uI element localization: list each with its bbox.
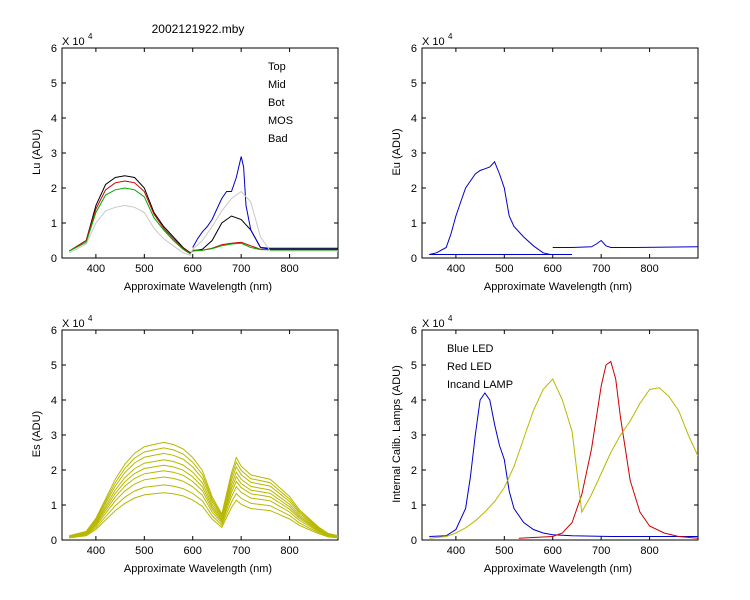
lu-exponent-power: 4 xyxy=(88,32,93,41)
lu-ytick-label: 6 xyxy=(51,43,57,55)
chart-lu: Approximate Wavelength (nm) Lu (ADU) X 1… xyxy=(31,32,272,293)
es-series-es xyxy=(69,459,338,537)
eu-ytick-label: 6 xyxy=(411,43,417,55)
eu-series-eu-red xyxy=(552,239,698,248)
eu-exponent-prefix: X 10 xyxy=(422,36,445,48)
lu-ytick-label: 1 xyxy=(51,218,57,230)
eu-ytick-label: 3 xyxy=(411,148,417,160)
lu-legend-item: Top xyxy=(268,61,286,73)
lu-legend-item: Mid xyxy=(268,79,286,91)
eu-xtick-label: 500 xyxy=(495,263,513,275)
lamps-ylabel: Internal Calib. Lamps (ADU) xyxy=(391,365,403,503)
lu-ylabel: Lu (ADU) xyxy=(31,129,43,175)
lu-ytick-label: 2 xyxy=(51,183,57,195)
es-series-es xyxy=(69,492,338,539)
eu-series-eu xyxy=(429,160,551,255)
lu-legend-item: Bad xyxy=(268,133,288,145)
es-series-es xyxy=(69,447,338,537)
es-ytick-label: 5 xyxy=(51,360,57,372)
lamps-xlabel: Approximate Wavelength (nm) xyxy=(484,563,632,575)
es-xtick-label: 500 xyxy=(135,545,153,557)
chart-es: Approximate Wavelength (nm) Es (ADU) X 1… xyxy=(31,314,272,575)
es-series-es xyxy=(69,441,338,537)
eu-ytick-label: 0 xyxy=(411,253,417,265)
eu-xlabel: Approximate Wavelength (nm) xyxy=(484,281,632,293)
lamps-legend-item: Incand LAMP xyxy=(447,379,513,391)
lu-exponent-prefix: X 10 xyxy=(62,36,85,48)
lamps-xtick-label: 600 xyxy=(544,545,562,557)
lamps-ytick-label: 4 xyxy=(411,395,417,407)
lamps-exponent-power: 4 xyxy=(448,314,453,323)
chart-lamps: Approximate Wavelength (nm) Internal Cal… xyxy=(391,314,632,575)
es-xtick-label: 400 xyxy=(87,545,105,557)
lamps-xtick-label: 500 xyxy=(495,545,513,557)
eu-ytick-label: 1 xyxy=(411,218,417,230)
es-ylabel: Es (ADU) xyxy=(31,411,43,457)
lu-legend-item: Bot xyxy=(268,97,285,109)
eu-ylabel: Eu (ADU) xyxy=(391,128,403,175)
lu-xtick-label: 500 xyxy=(135,263,153,275)
lu-plot-frame xyxy=(61,47,339,259)
eu-xtick-label: 400 xyxy=(447,263,465,275)
es-exponent-prefix: X 10 xyxy=(62,318,85,330)
es-ytick-label: 1 xyxy=(51,500,57,512)
lamps-ytick-label: 6 xyxy=(411,325,417,337)
chart-eu: Approximate Wavelength (nm) Eu (ADU) X 1… xyxy=(391,32,632,293)
lamps-legend-item: Red LED xyxy=(447,361,492,373)
es-xtick-label: 800 xyxy=(280,545,298,557)
es-ytick-label: 3 xyxy=(51,430,57,442)
es-series-es xyxy=(69,484,338,538)
lamps-ytick-label: 2 xyxy=(411,465,417,477)
lu-series-top xyxy=(69,175,338,254)
lu-xtick-label: 400 xyxy=(87,263,105,275)
figure-title: 2002121922.mby xyxy=(152,22,245,36)
es-ytick-label: 6 xyxy=(51,325,57,337)
lu-xtick-label: 600 xyxy=(184,263,202,275)
es-xlabel: Approximate Wavelength (nm) xyxy=(124,563,272,575)
lu-xtick-label: 800 xyxy=(280,263,298,275)
eu-xtick-label: 600 xyxy=(544,263,562,275)
lamps-ytick-label: 3 xyxy=(411,430,417,442)
eu-exponent-power: 4 xyxy=(448,32,453,41)
lu-ytick-label: 0 xyxy=(51,253,57,265)
lu-series-mid xyxy=(69,180,338,255)
eu-xtick-label: 800 xyxy=(640,263,658,275)
lamps-xtick-label: 400 xyxy=(447,545,465,557)
lamps-ytick-label: 1 xyxy=(411,500,417,512)
lamps-exponent-prefix: X 10 xyxy=(422,318,445,330)
es-series-es xyxy=(69,476,338,538)
lamps-series-red-led xyxy=(518,360,698,539)
eu-xtick-label: 700 xyxy=(592,263,610,275)
lamps-ytick-label: 5 xyxy=(411,360,417,372)
lu-series-bad xyxy=(69,190,338,256)
eu-ytick-label: 4 xyxy=(411,113,417,125)
lu-ytick-label: 3 xyxy=(51,148,57,160)
lu-ytick-label: 5 xyxy=(51,78,57,90)
lu-legend-item: MOS xyxy=(268,115,293,127)
lu-xtick-label: 700 xyxy=(232,263,250,275)
es-exponent-power: 4 xyxy=(88,314,93,323)
lamps-legend-item: Blue LED xyxy=(447,343,494,355)
eu-ytick-label: 2 xyxy=(411,183,417,195)
lu-series-mos xyxy=(192,156,338,250)
es-ytick-label: 2 xyxy=(51,465,57,477)
lamps-series-incand-lamp xyxy=(429,378,698,539)
es-series-es xyxy=(69,452,338,537)
lamps-series-blue-led xyxy=(429,392,698,537)
lamps-xtick-label: 700 xyxy=(592,545,610,557)
lamps-xtick-label: 800 xyxy=(640,545,658,557)
lu-ytick-label: 4 xyxy=(51,113,57,125)
lamps-ytick-label: 0 xyxy=(411,535,417,547)
lu-xlabel: Approximate Wavelength (nm) xyxy=(124,281,272,293)
eu-plot-frame xyxy=(421,47,699,259)
es-xtick-label: 600 xyxy=(184,545,202,557)
es-series-es xyxy=(69,470,338,538)
es-xtick-label: 700 xyxy=(232,545,250,557)
lu-series-bot xyxy=(69,187,338,255)
es-ytick-label: 0 xyxy=(51,535,57,547)
eu-ytick-label: 5 xyxy=(411,78,417,90)
es-ytick-label: 4 xyxy=(51,395,57,407)
es-series-es xyxy=(69,464,338,538)
